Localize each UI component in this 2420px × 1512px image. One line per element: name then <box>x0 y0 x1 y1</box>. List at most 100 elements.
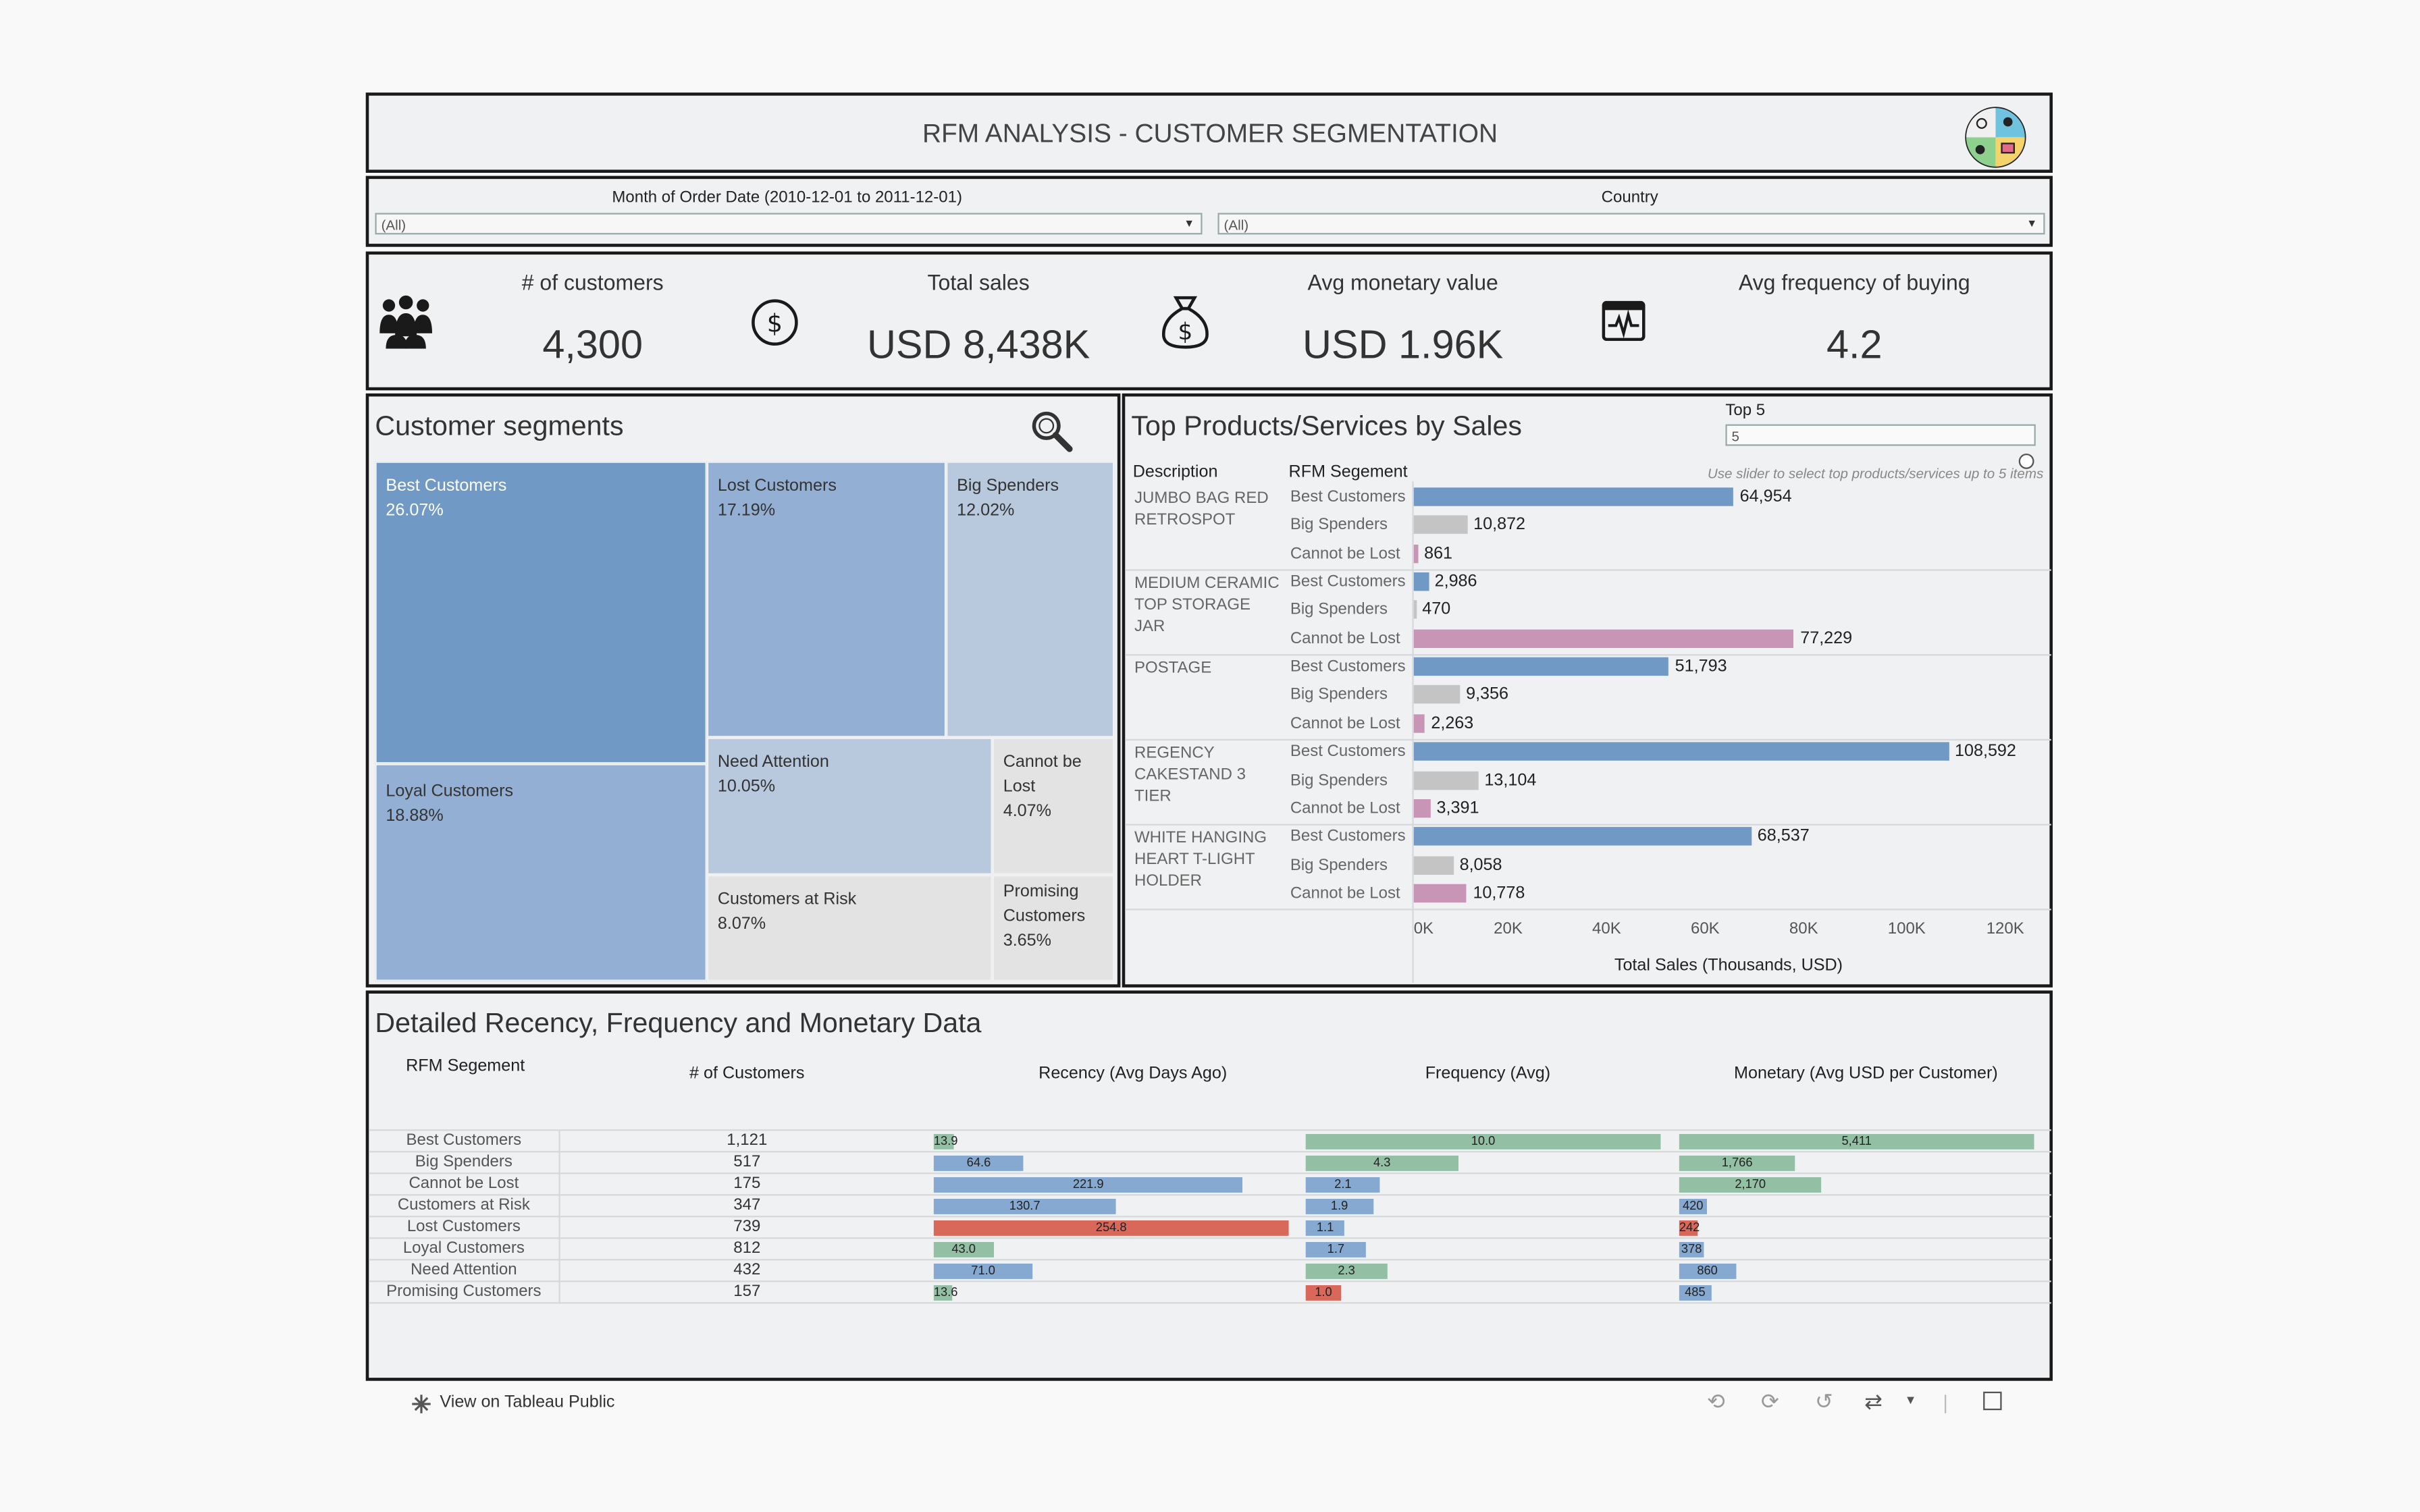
x-tick-label: 20K <box>1494 919 1523 938</box>
frequency-bar[interactable]: 2.1 <box>1305 1177 1381 1193</box>
sales-bar[interactable] <box>1413 855 1454 874</box>
monetary-bar[interactable]: 1,766 <box>1679 1155 1795 1171</box>
recency-bar[interactable]: 13.9 <box>933 1133 957 1150</box>
group-divider <box>1125 569 2051 571</box>
sales-bar[interactable] <box>1413 628 1795 648</box>
rfm-segment-name: Need Attention <box>411 1260 517 1279</box>
frequency-bar[interactable]: 4.3 <box>1305 1155 1458 1171</box>
monetary-bar[interactable]: 5,411 <box>1679 1133 2034 1150</box>
frequency-bar[interactable]: 10.0 <box>1305 1133 1661 1150</box>
fullscreen-icon[interactable] <box>1983 1391 2002 1411</box>
frequency-bar[interactable]: 1.1 <box>1305 1220 1345 1236</box>
frequency-bar[interactable]: 1.0 <box>1305 1285 1342 1301</box>
month-filter-select[interactable]: (All) ▼ <box>375 213 1203 235</box>
recency-bar[interactable]: 130.7 <box>933 1198 1116 1214</box>
segments-panel: Customer segments Best Customers 26.07% … <box>365 393 1121 988</box>
revert-icon[interactable]: ↺ <box>1814 1388 1833 1413</box>
monetary-bar[interactable]: 485 <box>1679 1285 1711 1301</box>
sales-bar[interactable] <box>1413 770 1479 790</box>
country-filter-select[interactable]: (All) ▼ <box>1217 213 2045 235</box>
segments-title: Customer segments <box>375 410 624 441</box>
top-n-input[interactable]: 5 <box>1725 424 2036 446</box>
frequency-bar[interactable]: 1.9 <box>1305 1198 1373 1214</box>
bar-value-label: 13,104 <box>1484 770 1537 790</box>
sales-bar[interactable] <box>1413 487 1734 506</box>
x-tick-label: 100K <box>1887 919 1926 938</box>
monetary-bar[interactable]: 242 <box>1679 1220 1700 1236</box>
segment-name: Loyal Customers <box>386 782 514 801</box>
recency-bar[interactable]: 71.0 <box>933 1263 1033 1279</box>
product-description: MEDIUM CERAMIC TOP STORAGE JAR <box>1134 574 1280 636</box>
segment-label: Best Customers <box>1290 827 1406 846</box>
chart-area: JUMBO BAG RED RETROSPOT Best Customers 64,… <box>1125 396 2051 983</box>
top-products-title: Top Products/Services by Sales <box>1131 410 1522 441</box>
recency-bar[interactable]: 254.8 <box>933 1220 1289 1236</box>
treemap-cell[interactable]: Big Spenders 12.02% <box>946 461 1115 738</box>
money-bag-icon: $ <box>1162 296 1209 349</box>
sales-bar[interactable] <box>1413 601 1417 620</box>
sales-bar[interactable] <box>1413 799 1431 818</box>
x-tick-label: 60K <box>1690 919 1720 938</box>
table-row: Customers at Risk 347 130.7 1.9 420 <box>369 1194 2051 1217</box>
rfm-monetary-header: Monetary (Avg USD per Customer) <box>1734 1064 1998 1083</box>
monetary-bar[interactable]: 420 <box>1679 1198 1707 1214</box>
treemap-cell[interactable]: Lost Customers 17.19% <box>706 461 947 738</box>
product-description: JUMBO BAG RED RETROSPOT <box>1134 489 1269 529</box>
people-icon <box>379 295 432 349</box>
rfm-segment-name: Promising Customers <box>386 1282 542 1301</box>
segment-percent: 18.88% <box>386 807 444 826</box>
table-row: Big Spenders 517 64.6 4.3 1,766 <box>369 1151 2051 1174</box>
segment-percent: 12.02% <box>957 501 1015 520</box>
group-divider <box>1125 909 2051 911</box>
monetary-bar[interactable]: 860 <box>1679 1263 1736 1279</box>
slider-handle[interactable] <box>2018 453 2034 469</box>
recency-bar[interactable]: 13.6 <box>933 1285 957 1301</box>
redo-icon[interactable]: ⟳ <box>1760 1388 1779 1413</box>
rfm-customer-count: 432 <box>733 1260 761 1279</box>
segment-label: Big Spenders <box>1290 516 1388 535</box>
sales-bar[interactable] <box>1413 685 1460 705</box>
search-icon[interactable] <box>1030 409 1073 452</box>
sales-bar[interactable] <box>1413 572 1429 591</box>
treemap-cell[interactable]: Need Attention 10.05% <box>706 737 993 875</box>
monetary-bar[interactable]: 2,170 <box>1679 1177 1822 1193</box>
rfm-panel: Detailed Recency, Frequency and Monetary… <box>365 990 2053 1381</box>
chevron-down-icon[interactable]: ▼ <box>1904 1393 1917 1407</box>
kpi-frequency-label: Avg frequency of buying <box>1738 269 1970 295</box>
recency-bar[interactable]: 64.6 <box>933 1155 1024 1171</box>
segment-percent: 4.07% <box>1003 802 1052 821</box>
kpi-monetary-label: Avg monetary value <box>1307 269 1498 295</box>
product-description: POSTAGE <box>1134 659 1212 678</box>
sales-bar[interactable] <box>1413 657 1669 676</box>
monetary-bar[interactable]: 378 <box>1679 1241 1704 1258</box>
refresh-icon[interactable]: ⇄ <box>1864 1388 1883 1413</box>
treemap-cell[interactable]: Customers at Risk 8.07% <box>706 874 993 981</box>
view-on-tableau-link[interactable]: View on Tableau Public <box>440 1393 615 1412</box>
chevron-down-icon: ▼ <box>2026 219 2038 230</box>
segment-label: Best Customers <box>1290 742 1406 761</box>
kpi-frequency-value: 4.2 <box>1826 321 1883 367</box>
frequency-bar[interactable]: 1.7 <box>1305 1241 1367 1258</box>
recency-bar[interactable]: 221.9 <box>933 1177 1243 1193</box>
sales-bar[interactable] <box>1413 713 1425 733</box>
segment-label: Big Spenders <box>1290 770 1388 790</box>
frequency-bar[interactable]: 2.3 <box>1305 1263 1388 1279</box>
sales-bar[interactable] <box>1413 742 1949 761</box>
x-tick-label: 40K <box>1592 919 1621 938</box>
treemap-cell[interactable]: Loyal Customers 18.88% <box>375 763 707 981</box>
rfm-count-header: # of Customers <box>689 1064 805 1083</box>
undo-icon[interactable]: ⟲ <box>1706 1388 1725 1413</box>
recency-bar[interactable]: 43.0 <box>933 1241 994 1258</box>
treemap-cell[interactable]: Best Customers 26.07% <box>375 461 707 764</box>
sales-bar[interactable] <box>1413 827 1752 846</box>
sales-bar[interactable] <box>1413 544 1418 563</box>
toolbar-divider <box>1944 1395 1947 1413</box>
segment-label: Cannot be Lost <box>1290 713 1400 733</box>
bar-value-label: 861 <box>1424 544 1453 563</box>
product-description: WHITE HANGING HEART T-LIGHT HOLDER <box>1134 828 1267 891</box>
treemap-cell[interactable]: Promising Customers 3.65% <box>992 874 1115 981</box>
sales-bar[interactable] <box>1413 516 1467 535</box>
treemap-cell[interactable]: Cannot be Lost 4.07% <box>992 737 1115 875</box>
segmentation-logo-icon <box>1965 107 2026 168</box>
sales-bar[interactable] <box>1413 884 1467 902</box>
